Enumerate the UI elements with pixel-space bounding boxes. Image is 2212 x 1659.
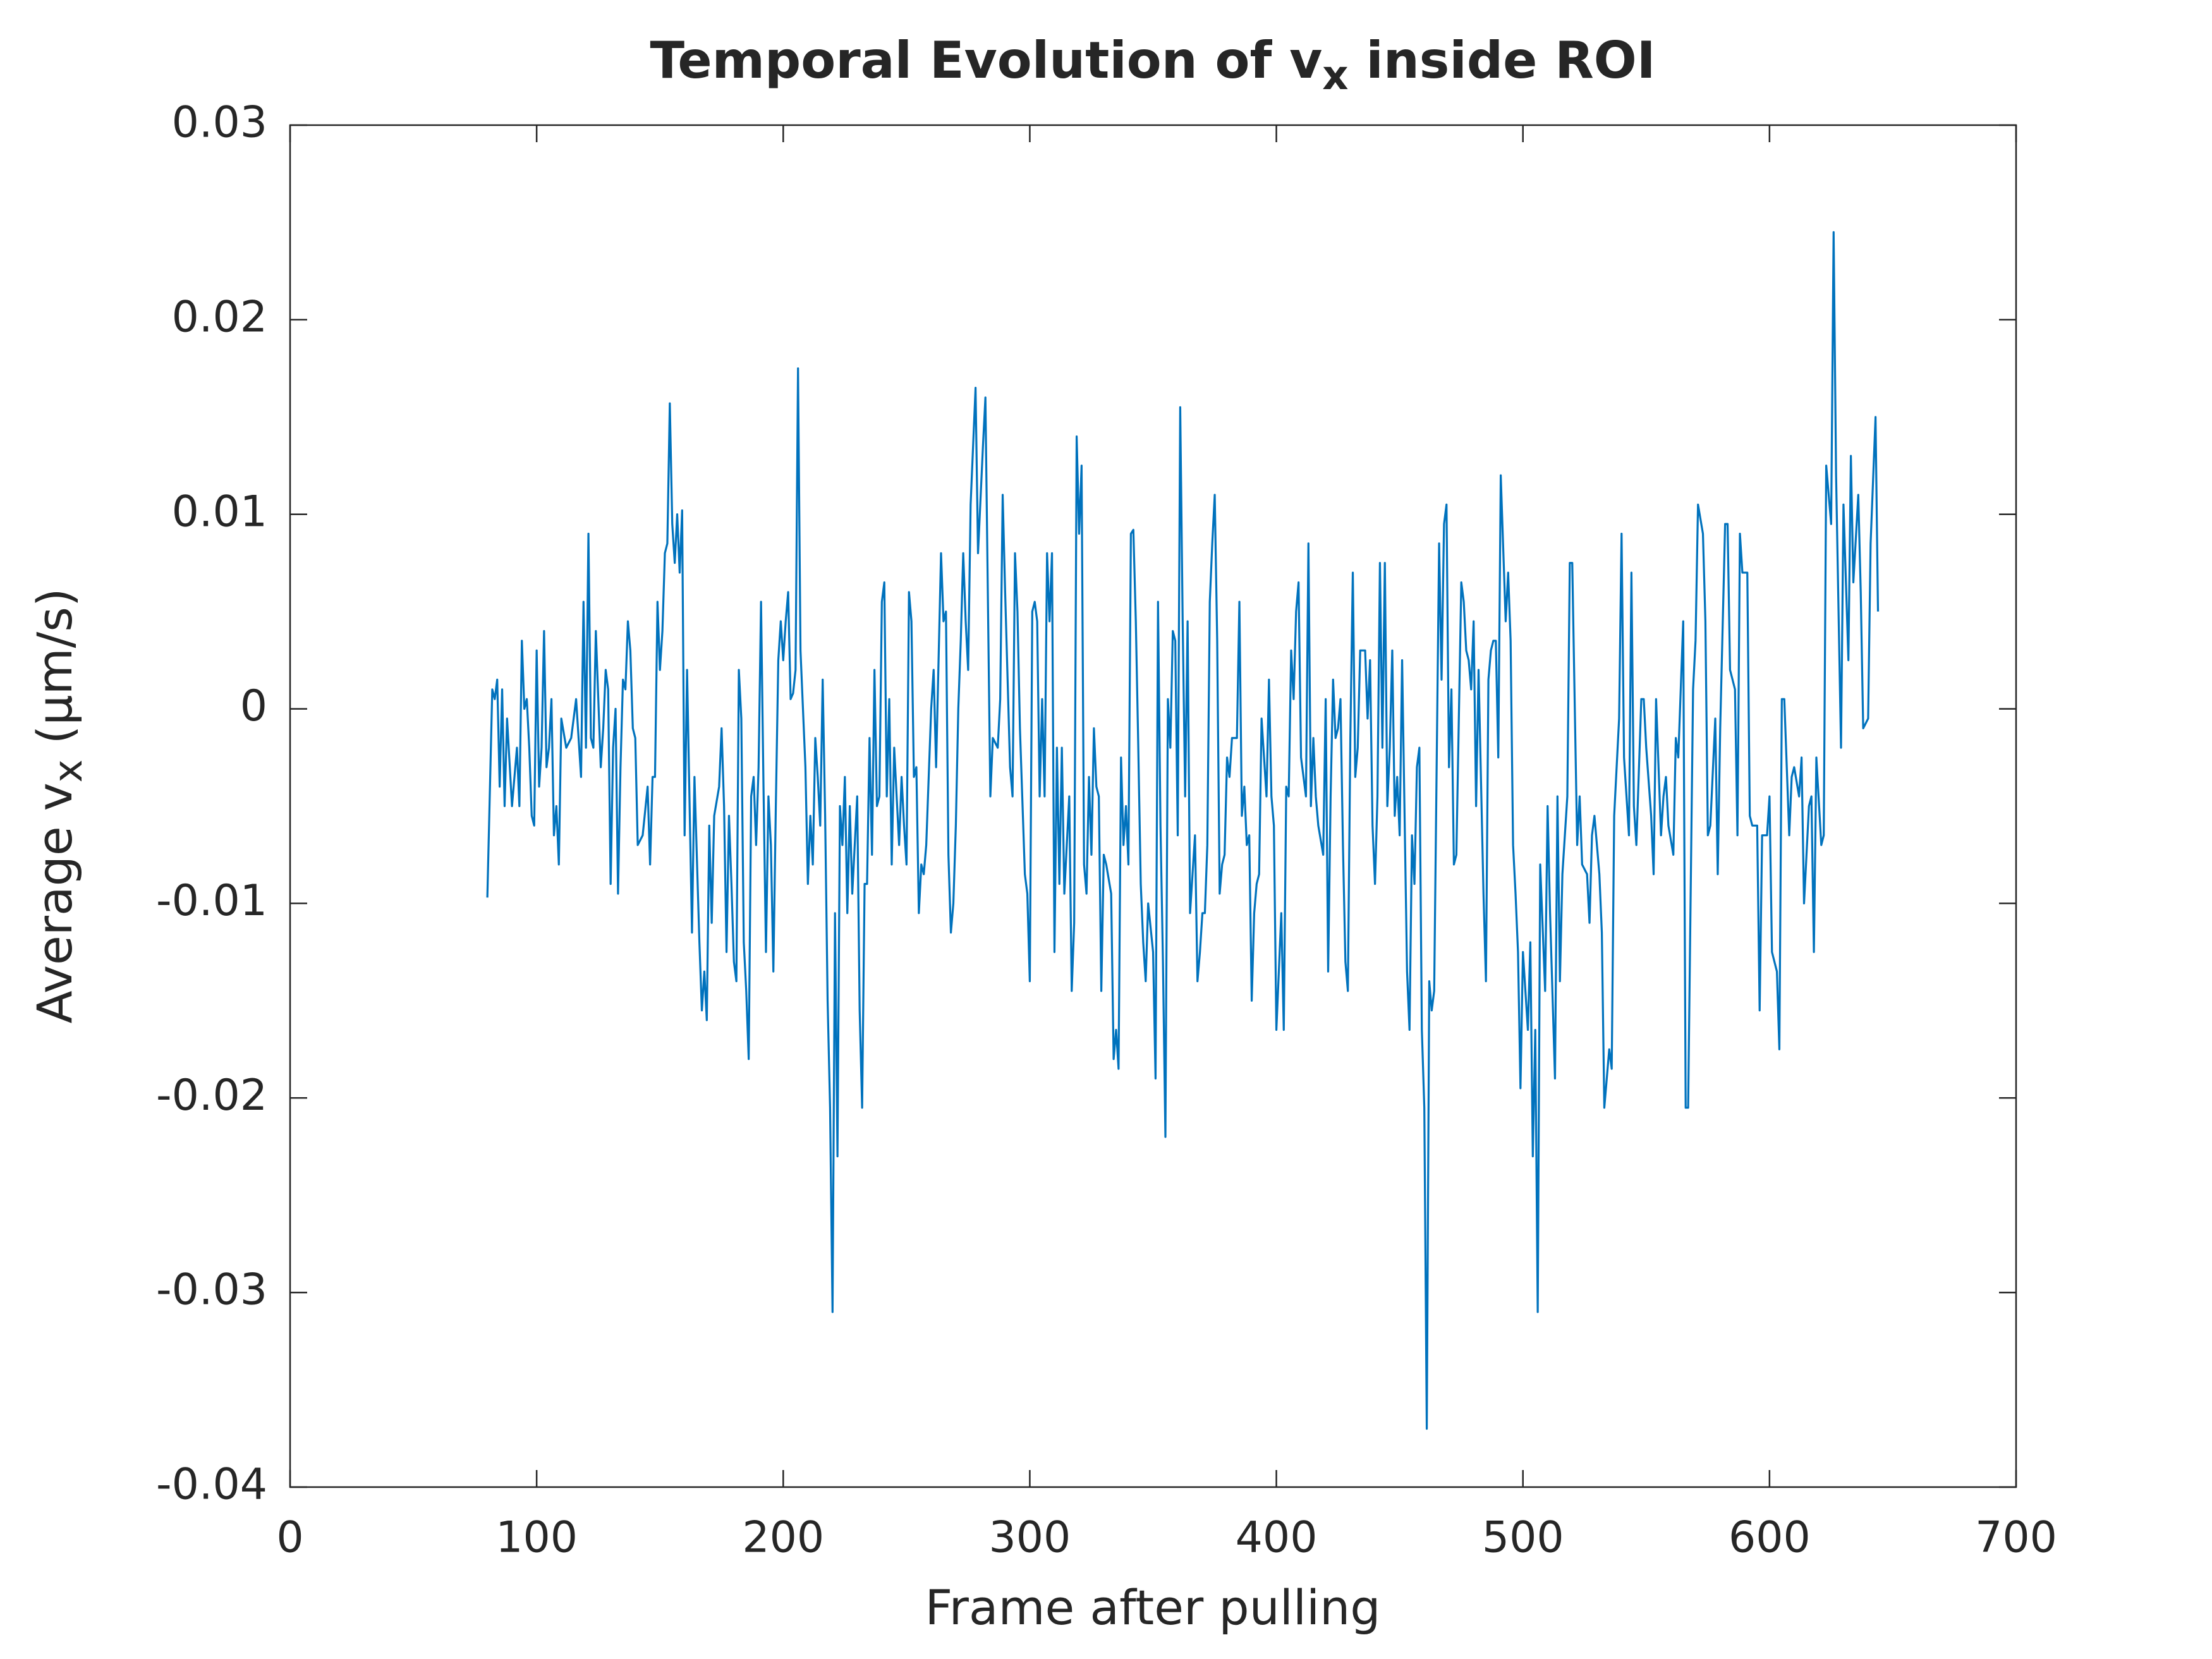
y-tick-label: -0.02: [156, 1071, 267, 1121]
y-tick-label: 0.03: [172, 98, 267, 148]
x-tick-label: 500: [1482, 1513, 1564, 1563]
x-tick-label: 700: [1975, 1513, 2057, 1563]
y-label-text: Average v: [27, 782, 83, 1023]
y-tick-label: -0.04: [156, 1460, 267, 1510]
x-tick-label: 0: [276, 1513, 303, 1563]
axes-box: [289, 124, 2017, 1488]
x-tick-label: 400: [1236, 1513, 1318, 1563]
y-tick-label: -0.03: [156, 1265, 267, 1315]
y-tick-label: -0.01: [156, 876, 267, 926]
y-tick-label: 0.01: [172, 487, 267, 537]
title-subscript: x: [1322, 52, 1348, 99]
x-tick-label: 200: [742, 1513, 824, 1563]
y-label-text: (μm/s): [27, 588, 83, 760]
x-axis-label: Frame after pulling: [925, 1579, 1380, 1636]
y-axis-label: Average vx (μm/s): [27, 588, 91, 1024]
data-line: [486, 231, 1880, 1430]
y-label-subscript: x: [45, 760, 91, 783]
y-tick-label: 0: [240, 681, 267, 731]
title-text: inside ROI: [1349, 31, 1656, 90]
x-tick-label: 600: [1729, 1513, 1811, 1563]
plot-area: [290, 125, 2016, 1487]
title-text: Temporal Evolution of v: [650, 31, 1322, 90]
chart-title: Temporal Evolution of vx inside ROI: [650, 31, 1655, 99]
x-tick-label: 300: [989, 1513, 1071, 1563]
x-tick-label: 100: [495, 1513, 578, 1563]
y-tick-label: 0.02: [172, 292, 267, 342]
